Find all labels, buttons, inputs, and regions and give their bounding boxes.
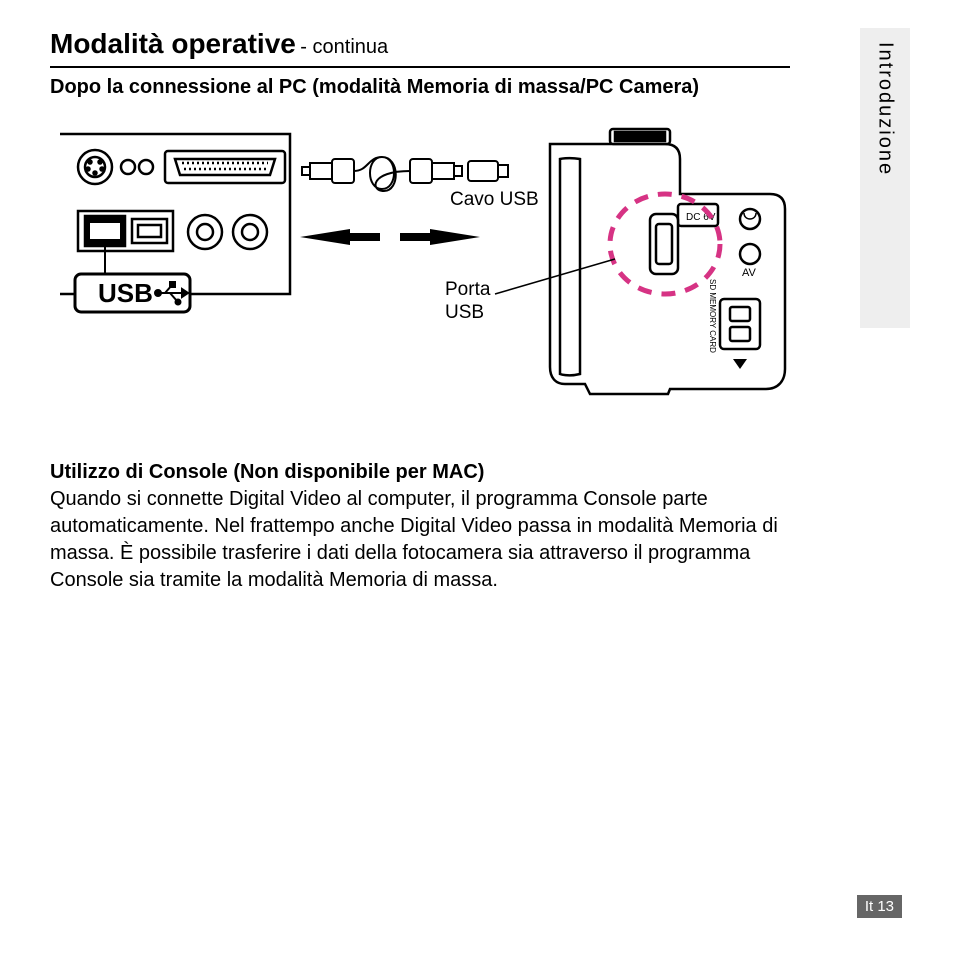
body-text: Utilizzo di Console (Non disponibile per… (50, 459, 810, 594)
cable-label: Cavo USB (450, 189, 539, 211)
usb-badge-text: USB (98, 278, 153, 308)
svg-text:SD MEMORY CARD: SD MEMORY CARD (708, 279, 717, 353)
title-block: Modalità operative - continua (50, 28, 790, 68)
connection-diagram: USB (50, 119, 790, 419)
page-subtitle: Dopo la connessione al PC (modalità Memo… (50, 76, 790, 99)
page-title-main: Modalità operative (50, 28, 296, 59)
port-label-line2: USB (445, 302, 484, 323)
port-label: Porta USB (445, 279, 490, 325)
body-heading: Utilizzo di Console (Non disponibile per… (50, 461, 484, 483)
port-label-line1: Porta (445, 279, 490, 300)
page-number: It 13 (857, 895, 902, 918)
body-paragraph: Quando si connette Digital Video al comp… (50, 488, 778, 591)
side-tab-label: Introduzione (874, 42, 897, 176)
diagram-svg: USB (50, 119, 790, 419)
side-tab: Introduzione (860, 28, 910, 328)
page-title-sub: - continua (300, 36, 388, 58)
svg-text:AV: AV (742, 267, 757, 279)
